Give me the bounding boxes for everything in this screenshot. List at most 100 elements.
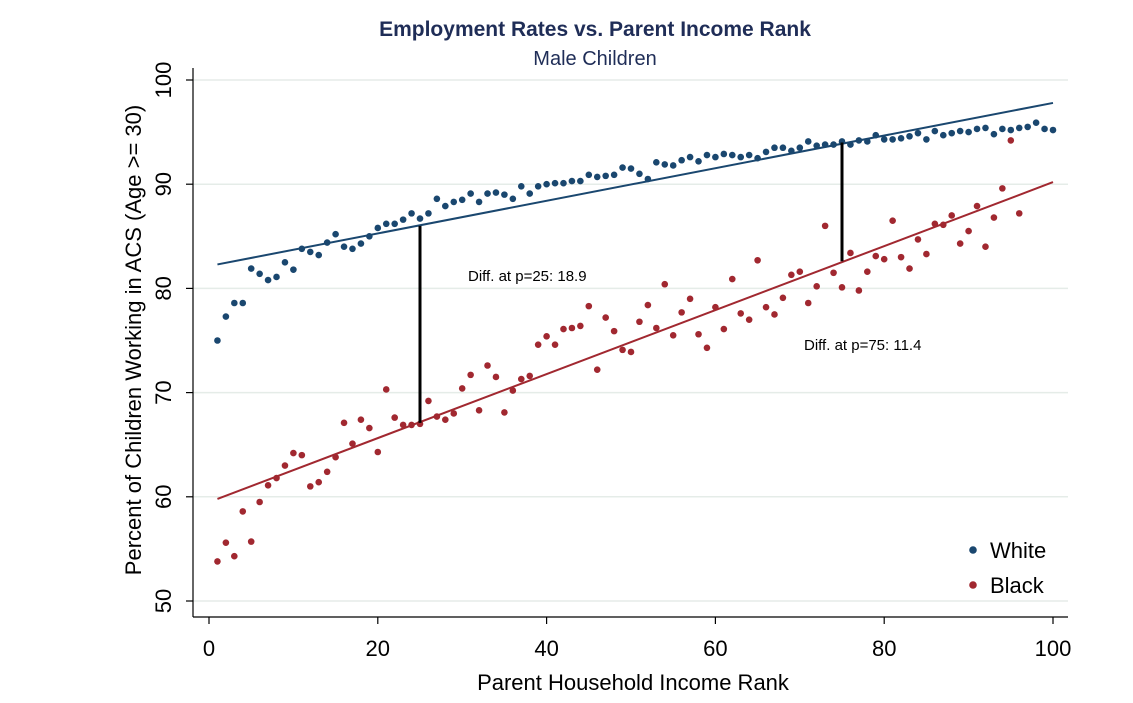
data-point-white — [914, 129, 922, 137]
data-point-black — [281, 462, 289, 469]
data-point-white — [1024, 123, 1031, 131]
legend: White Black — [969, 538, 1046, 598]
data-point-black — [585, 302, 593, 310]
data-point-black — [720, 325, 728, 333]
data-point-white — [231, 299, 238, 307]
data-point-white — [602, 172, 609, 180]
data-point-white — [1049, 126, 1057, 134]
data-point-black — [290, 449, 297, 457]
data-point-black — [847, 249, 854, 257]
data-point-white — [762, 148, 770, 156]
data-point-white — [281, 259, 289, 266]
data-point-black — [762, 303, 770, 311]
data-point-white — [982, 124, 989, 132]
data-point-black — [796, 268, 804, 276]
data-point-black — [855, 287, 863, 294]
data-point-white — [391, 220, 398, 228]
data-point-black — [501, 409, 508, 416]
data-point-white — [931, 127, 939, 135]
data-point-black — [610, 327, 618, 335]
data-point-white — [720, 150, 728, 158]
data-point-black — [804, 299, 812, 307]
data-point-white — [408, 210, 415, 217]
difference-annotation: Diff. at p=25: 18.9 — [468, 268, 587, 285]
data-point-white — [526, 190, 534, 197]
data-point-white — [703, 151, 711, 159]
data-point-black — [264, 482, 272, 489]
data-point-black — [813, 283, 820, 290]
data-point-white — [880, 136, 888, 143]
data-point-white — [239, 299, 247, 307]
data-point-white — [315, 251, 323, 259]
data-point-black — [484, 362, 491, 369]
data-point-white — [923, 136, 930, 143]
fit-lines — [217, 101, 1054, 500]
data-point-white — [669, 162, 677, 169]
data-point-white — [256, 270, 263, 278]
data-point-black — [619, 346, 626, 354]
data-point-white — [821, 141, 829, 148]
data-point-white — [399, 216, 407, 223]
data-point-white — [712, 153, 719, 161]
data-point-black — [391, 414, 398, 421]
data-point-black — [340, 419, 348, 427]
data-point-black — [644, 301, 652, 309]
data-point-white — [501, 191, 508, 198]
legend-marker-black — [969, 581, 977, 589]
data-point-white — [366, 233, 373, 240]
data-point-white — [788, 147, 795, 155]
data-point-black — [703, 344, 711, 352]
chart-subtitle: Male Children — [533, 48, 656, 70]
data-point-white — [290, 266, 297, 273]
data-point-black — [973, 202, 981, 210]
data-point-white — [644, 175, 652, 183]
data-point-black — [982, 243, 989, 251]
data-point-black — [627, 348, 635, 356]
legend-marker-white — [969, 546, 977, 554]
data-point-white — [906, 132, 913, 140]
data-point-black — [906, 265, 913, 272]
data-point-white — [357, 240, 365, 247]
data-point-black — [602, 314, 609, 321]
data-point-white — [593, 173, 601, 181]
data-point-black — [636, 318, 643, 326]
data-point-white — [627, 165, 635, 172]
data-point-white — [990, 130, 998, 138]
data-point-black — [939, 221, 947, 229]
data-point-black — [864, 268, 871, 276]
data-point-black — [771, 311, 778, 318]
data-point-white — [1015, 124, 1023, 132]
data-point-white — [543, 180, 550, 188]
data-point-black — [923, 250, 930, 258]
data-point-white — [939, 131, 947, 139]
data-point-white — [214, 337, 221, 344]
x-tick-label: 20 — [366, 636, 390, 661]
data-point-white — [323, 239, 331, 246]
data-point-white — [340, 243, 348, 251]
y-axis-label: Percent of Children Working in ACS (Age … — [121, 105, 146, 575]
data-point-black — [425, 397, 432, 405]
data-point-black — [821, 222, 829, 230]
data-point-black — [382, 386, 390, 393]
data-point-white — [577, 177, 584, 185]
data-point-black — [239, 508, 247, 515]
data-point-black — [568, 324, 576, 332]
data-point-black — [458, 385, 466, 392]
data-point-white — [298, 245, 306, 253]
data-point-white — [509, 195, 517, 203]
data-point-black — [889, 217, 896, 224]
data-point-white — [745, 151, 753, 159]
data-point-black — [1007, 137, 1015, 144]
data-point-black — [509, 387, 517, 394]
data-point-white — [956, 127, 964, 135]
data-point-black — [357, 416, 365, 423]
data-point-white — [433, 195, 441, 203]
legend-label-white: White — [990, 538, 1046, 563]
data-point-black — [247, 538, 255, 545]
data-point-black — [931, 220, 939, 228]
data-point-white — [1041, 125, 1048, 133]
data-point-black — [956, 240, 964, 247]
data-point-white — [585, 171, 593, 179]
data-point-white — [560, 179, 567, 187]
data-point-black — [323, 468, 331, 476]
